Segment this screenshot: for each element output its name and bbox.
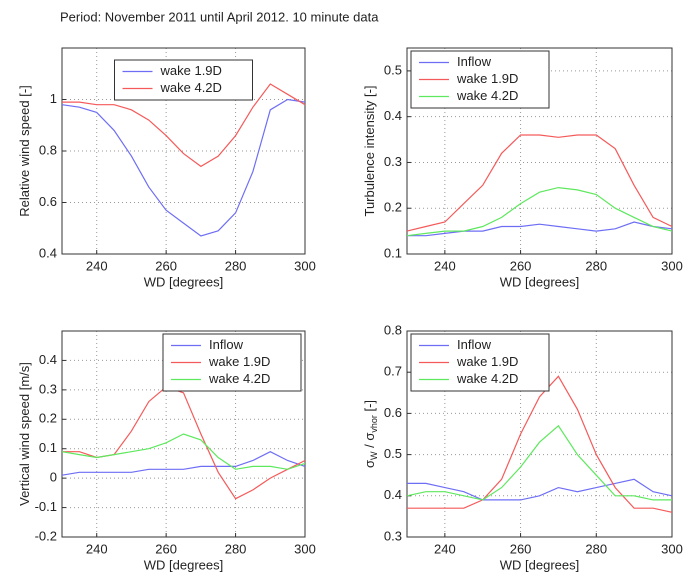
y-axis-label-part: Relative wind speed [-] [17,85,32,217]
y-tick-label: 0.3 [39,381,57,396]
legend-box [114,59,253,101]
y-tick-label: 0.8 [39,142,57,157]
x-tick-label: 280 [225,258,247,273]
legend-label: wake 1.9D [208,354,270,369]
x-tick-label: 300 [661,541,683,556]
series-line [406,424,672,501]
x-tick-label: 240 [434,541,456,556]
y-axis-label-part: [-] [362,400,377,415]
x-axis-label: WD [degrees] [144,274,223,289]
x-tick-label: 260 [510,541,532,556]
y-tick-label: 0.3 [384,154,402,169]
y-tick-label: 0.6 [384,405,402,420]
plot-frame [61,330,306,538]
y-tick-label: 0.4 [384,487,402,502]
y-tick-label: 0.5 [384,62,402,77]
series-line [407,221,673,237]
y-tick-label: 1 [50,91,57,106]
series-line [406,186,673,237]
x-tick-label: 260 [510,258,532,273]
y-tick-label: 0.2 [384,200,402,215]
y-axis-label-part: / σ [362,433,377,452]
y-tick-label: -0.1 [35,499,57,514]
x-tick-label: 260 [155,541,177,556]
y-tick-label: 0.7 [384,364,402,379]
series-line [62,83,306,168]
x-axis-label: WD [degrees] [500,557,579,572]
legend-label: wake 1.9D [160,63,222,78]
x-axis-label: WD [degrees] [144,557,223,572]
y-tick-label: 0.2 [39,411,57,426]
legend-label: wake 1.9D [456,354,518,369]
plot-frame [61,47,306,255]
x-tick-label: 300 [294,258,316,273]
x-axis-label: WD [degrees] [500,274,579,289]
x-tick-label: 280 [585,258,607,273]
series-line [406,134,673,232]
y-axis-label-subscript: vhor [369,415,379,433]
y-tick-label: 0 [50,470,57,485]
series-line [407,375,673,513]
series-line [61,98,306,237]
legend-label: wake 4.2D [456,371,518,386]
y-axis-label-part: Turbulence intensity [-] [362,85,377,216]
legend-label: Inflow [457,337,492,352]
x-tick-label: 300 [294,541,316,556]
x-tick-label: 240 [86,541,108,556]
y-axis-label: Vertical wind speed [m/s] [17,362,32,506]
y-axis-label-subscript: W [369,451,379,460]
y-tick-label: 0.4 [39,352,57,367]
legend-label: Inflow [209,337,244,352]
y-tick-label: 0.8 [384,322,402,337]
x-tick-label: 280 [225,541,247,556]
y-axis-label-part: σ [362,460,377,468]
x-tick-label: 260 [155,258,177,273]
y-tick-label: 0.5 [384,446,402,461]
y-tick-label: 0.3 [384,528,402,543]
y-tick-label: 0.6 [39,194,57,209]
y-axis-label: σW / σvhor [-] [362,400,379,468]
x-tick-label: 300 [661,258,683,273]
legend-label: wake 4.2D [160,80,222,95]
series-line [61,433,306,470]
y-axis-label: Relative wind speed [-] [17,85,32,217]
x-tick-label: 240 [86,258,108,273]
x-tick-label: 280 [585,541,607,556]
y-tick-label: 0.4 [384,108,402,123]
y-axis-label-part: Vertical wind speed [m/s] [17,362,32,506]
plot-frame [406,47,673,255]
legend-label: Inflow [457,54,492,69]
y-tick-label: 0.4 [39,245,57,260]
legend-label: wake 1.9D [456,71,518,86]
plot-frame [406,330,673,538]
y-tick-label: 0.1 [384,245,402,260]
legend-label: wake 4.2D [208,371,270,386]
series-line [407,478,673,501]
page-title: Period: November 2011 until April 2012. … [60,9,379,24]
legend-label: wake 4.2D [456,88,518,103]
series-line [62,386,306,500]
y-tick-label: 0.1 [39,440,57,455]
x-tick-label: 240 [434,258,456,273]
series-line [61,451,306,476]
y-axis-label: Turbulence intensity [-] [362,85,377,216]
y-tick-label: -0.2 [35,528,57,543]
